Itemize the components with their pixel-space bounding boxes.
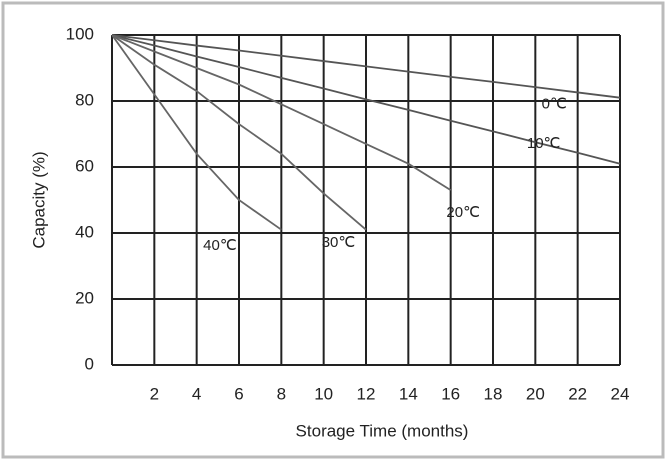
y-tick-label: 0 — [85, 354, 94, 373]
y-axis-label: Capacity (%) — [29, 151, 48, 248]
series-label: 0℃ — [542, 95, 567, 112]
line-series — [111, 34, 621, 99]
line-series — [111, 34, 282, 231]
x-axis-label: Storage Time (months) — [296, 421, 469, 440]
y-tick-label: 60 — [75, 156, 94, 175]
x-tick-label: 10 — [314, 384, 333, 403]
y-tick-label: 20 — [75, 288, 94, 307]
series-label: 20℃ — [446, 204, 480, 221]
x-tick-label: 16 — [441, 384, 460, 403]
line-series — [111, 34, 621, 165]
x-tick-label: 2 — [150, 384, 159, 403]
line-series — [111, 34, 367, 231]
line-series — [111, 34, 452, 191]
x-tick-label: 22 — [568, 384, 587, 403]
x-tick-label: 24 — [611, 384, 630, 403]
y-tick-label: 80 — [75, 90, 94, 109]
x-tick-label: 8 — [277, 384, 286, 403]
x-tick-label: 4 — [192, 384, 201, 403]
series-label: 10℃ — [527, 135, 561, 152]
series-label: 30℃ — [322, 234, 356, 251]
x-tick-label: 14 — [399, 384, 418, 403]
series-label: 40℃ — [203, 237, 237, 254]
y-tick-label: 40 — [75, 222, 94, 241]
x-tick-label: 20 — [526, 384, 545, 403]
x-tick-label: 12 — [357, 384, 376, 403]
y-tick-label: 100 — [66, 24, 94, 43]
x-tick-label: 18 — [484, 384, 503, 403]
x-tick-label: 6 — [234, 384, 243, 403]
